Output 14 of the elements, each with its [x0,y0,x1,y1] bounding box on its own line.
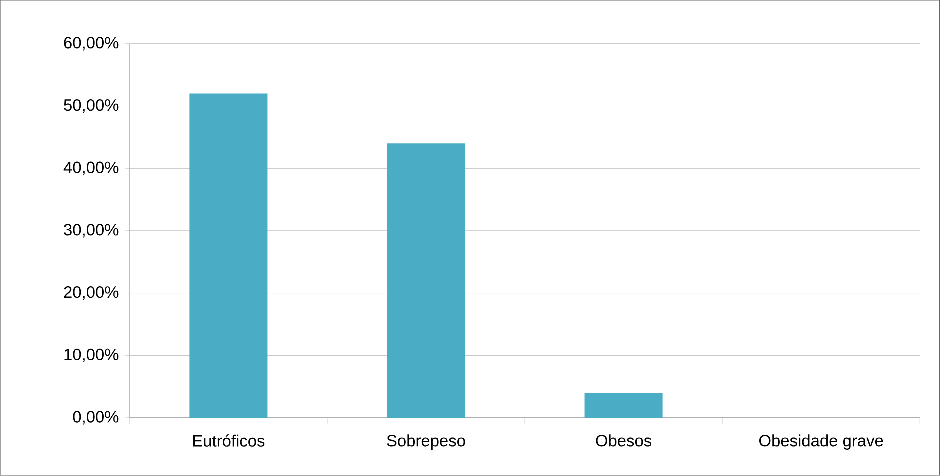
x-tick-label: Eutróficos [193,434,265,447]
x-tick-label: Obesidade grave [760,434,884,450]
y-tick-label: 40,00% [64,162,119,176]
bar [190,94,268,418]
y-tick-label: 30,00% [64,224,119,238]
x-tick-label: Sobrepeso [387,434,466,450]
y-tick-label: 60,00% [64,37,119,51]
bar [387,144,466,418]
y-tick-label: 50,00% [64,100,119,114]
y-tick-label: 10,00% [64,348,119,362]
x-tick-label: Obesos [596,434,652,447]
bar [584,393,663,418]
y-tick-label: 0,00% [73,411,119,425]
y-tick-label: 20,00% [64,286,119,300]
